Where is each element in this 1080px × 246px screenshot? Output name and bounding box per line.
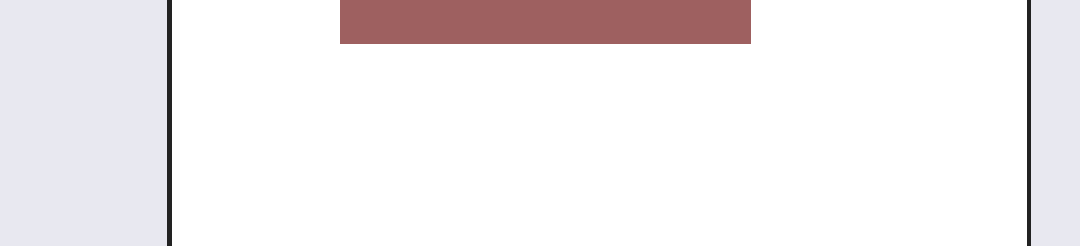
Text: Use the Gauss-Seidel method to obtain the solution of the system: Use the Gauss-Seidel method to obtain th… bbox=[259, 40, 986, 59]
Text: $0.1x_1\ +\ 7x_2\ -\ 0.3x_3\ =\ -19.3$: $0.1x_1\ +\ 7x_2\ -\ 0.3x_3\ =\ -19.3$ bbox=[459, 178, 740, 198]
Text: Q2:: Q2: bbox=[189, 40, 227, 59]
Text: $3x_1\ -\ 0.1x_2\ -\ 0.2x_3\ =\ 7.85$: $3x_1\ -\ 0.1x_2\ -\ 0.2x_3\ =\ 7.85$ bbox=[471, 138, 728, 158]
Text: $0.3x_1\ -\ 0.2x_2\ +\ 10x_3\ =\ 71.4$: $0.3x_1\ -\ 0.2x_2\ +\ 10x_3\ =\ 71.4$ bbox=[464, 217, 734, 238]
Text: ( Two Iteration ): ( Two Iteration ) bbox=[189, 98, 352, 116]
